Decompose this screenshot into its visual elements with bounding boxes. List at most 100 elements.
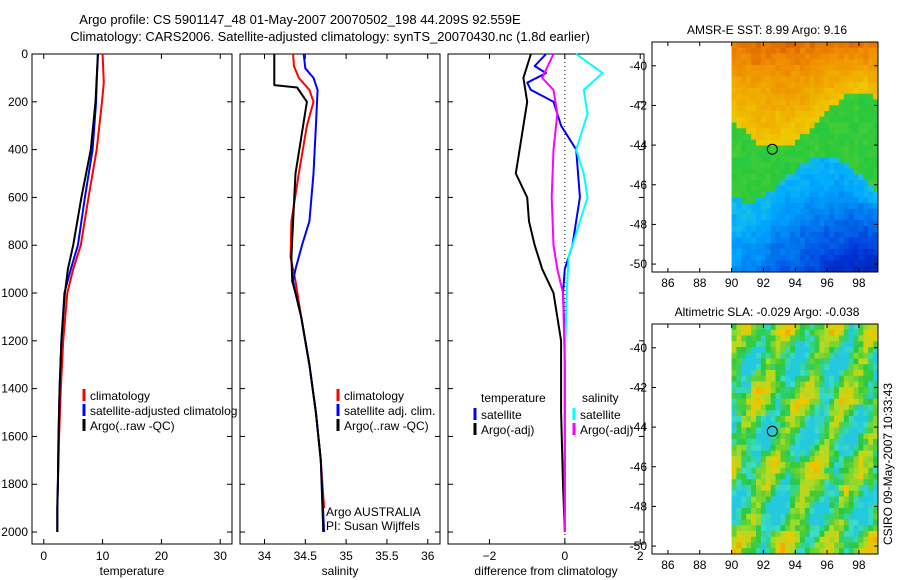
map-cell [775, 375, 781, 383]
map-cell [863, 485, 869, 492]
map-cell [755, 473, 762, 480]
map-cell [853, 381, 860, 388]
map-cell [775, 421, 781, 429]
map-cell [804, 496, 811, 503]
map-cell [809, 513, 816, 521]
map-cell [731, 421, 738, 429]
map-cell [770, 456, 777, 463]
map-cell [829, 364, 835, 371]
map-cell [755, 335, 762, 342]
map-cell [760, 151, 767, 158]
map-cell [731, 324, 738, 331]
map-cell [780, 548, 786, 554]
map-cell [790, 208, 796, 216]
map-cell [804, 508, 811, 515]
map-cell [790, 53, 796, 60]
map-cell [843, 479, 850, 486]
map-cell [736, 490, 742, 498]
map-cell [741, 444, 747, 452]
map-cell [760, 220, 767, 227]
map-cell [746, 502, 752, 509]
map-cell [868, 99, 874, 106]
map-cell [804, 490, 811, 498]
map-cell [843, 260, 850, 267]
map-cell [848, 485, 855, 492]
map-cell [790, 220, 796, 227]
map-cell [834, 519, 840, 526]
map-cell [780, 347, 786, 354]
map-cell [834, 439, 840, 446]
map-cell [873, 433, 878, 440]
map-cell [751, 496, 757, 503]
legend-label: Argo(-adj) [481, 423, 534, 437]
map-cell [795, 525, 801, 532]
map-cell [873, 220, 878, 227]
map-cell [858, 128, 864, 135]
map-cell [809, 99, 816, 106]
map-cell [814, 260, 821, 267]
map-cell [843, 375, 850, 383]
map-cell [873, 341, 878, 348]
map-cell [838, 203, 845, 210]
map-cell [858, 485, 864, 492]
map-cell [751, 347, 757, 354]
map-cell [858, 111, 864, 118]
map-cell [843, 42, 850, 49]
map-cell [746, 479, 752, 486]
map-cell [829, 145, 835, 152]
map-cell [799, 243, 806, 250]
map-cell [741, 82, 747, 89]
map-cell [834, 65, 840, 72]
map-cell [799, 410, 806, 417]
map-cell [843, 502, 850, 509]
map-cell [819, 358, 825, 365]
map-cell [863, 375, 869, 383]
map-cell [814, 243, 821, 250]
map-cell [795, 214, 801, 221]
map-cell [868, 542, 874, 549]
map-cell [863, 542, 869, 549]
map-cell [765, 410, 772, 417]
map-cell [873, 548, 878, 554]
map-cell [804, 329, 811, 337]
map-cell [795, 375, 801, 383]
map-cell [858, 197, 864, 204]
map-cell [858, 444, 864, 452]
map-cell [790, 502, 796, 509]
map-cell [873, 208, 878, 216]
map-cell [746, 174, 752, 181]
map-cell [863, 99, 869, 106]
map-cell [814, 513, 821, 521]
map-cell [829, 47, 835, 55]
map-cell [853, 53, 860, 60]
map-cell [868, 496, 874, 503]
credit-text: CSIRO 09-May-2007 10:33:43 [881, 383, 895, 545]
map-cell [819, 416, 825, 423]
map-cell [731, 525, 738, 532]
map-cell [741, 496, 747, 503]
map-cell [809, 254, 816, 262]
map-cell [804, 358, 811, 365]
map-cell [809, 151, 816, 158]
map-cell [775, 111, 781, 118]
map-cell [770, 65, 777, 72]
map-cell [868, 462, 874, 469]
map-cell [834, 485, 840, 492]
map-cell [790, 479, 796, 486]
map-cell [819, 47, 825, 55]
map-cell [780, 427, 786, 434]
map-cell [853, 531, 860, 538]
map-cell [824, 122, 830, 129]
map-cell [746, 548, 752, 554]
map-cell [790, 105, 796, 112]
map-cell [848, 536, 855, 544]
map-cell [746, 105, 752, 112]
map-cell [731, 364, 738, 371]
map-cell [765, 226, 772, 233]
map-cell [799, 162, 806, 170]
map-cell [814, 197, 821, 204]
map-cell [829, 88, 835, 95]
map-cell [848, 364, 855, 371]
map-cell [731, 439, 738, 446]
map-cell [804, 324, 811, 331]
